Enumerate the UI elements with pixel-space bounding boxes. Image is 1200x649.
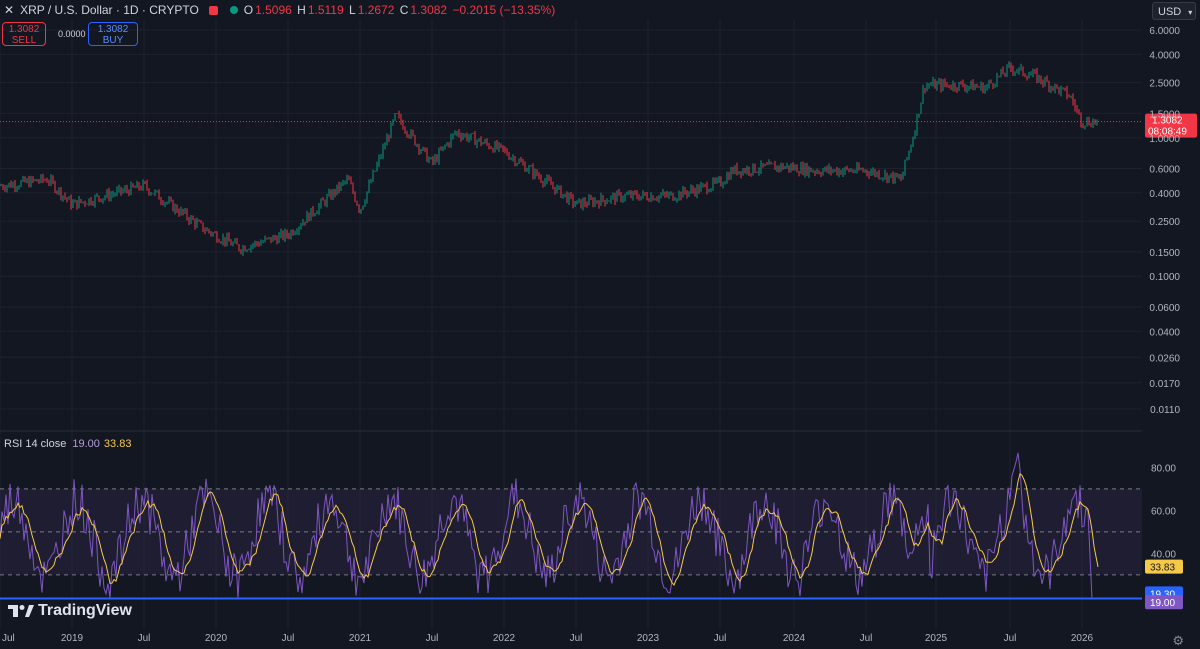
low-label: L <box>349 3 356 17</box>
time-tick-label: 2026 <box>1071 633 1094 644</box>
ohlc-values: O 1.5096 H 1.5119 L 1.2672 C 1.3082 −0.2015 … <box>244 3 557 17</box>
price-tick-label: 6.0000 <box>1149 26 1180 37</box>
time-tick-label: 2021 <box>349 633 372 644</box>
time-tick-label: Jul <box>1004 633 1017 644</box>
price-tick-label: 0.1000 <box>1149 272 1180 283</box>
gear-icon[interactable]: ⚙ <box>1172 633 1184 648</box>
flag-icon <box>208 5 218 15</box>
chevron-down-icon: ▾ <box>1188 8 1193 17</box>
price-tick-label: 1.0000 <box>1149 134 1180 145</box>
sell-button[interactable]: 1.3082 SELL <box>2 22 46 46</box>
rsi-value-label: 19.00 <box>1150 598 1175 609</box>
price-tick-label: 0.1500 <box>1149 248 1180 259</box>
time-tick-label: Jul <box>860 633 873 644</box>
time-tick-label: 2020 <box>205 633 228 644</box>
buy-label: BUY <box>102 35 124 46</box>
price-tick-label: 0.4000 <box>1149 189 1180 200</box>
rsi-value-label: 33.83 <box>1150 563 1175 574</box>
rsi-value-badge <box>1145 559 1183 574</box>
grid-lines <box>0 20 1142 628</box>
price-candles <box>0 61 1098 256</box>
high-value: 1.5119 <box>307 3 344 17</box>
time-tick-label: 2023 <box>637 633 660 644</box>
symbol-title[interactable]: XRP / U.S. Dollar · 1D · CRYPTO <box>20 3 199 17</box>
rsi-value-badge <box>1145 595 1183 610</box>
time-tick-label: Jul <box>2 633 15 644</box>
time-tick-label: 2019 <box>61 633 84 644</box>
time-tick-label: Jul <box>714 633 727 644</box>
rsi-tick-label: 60.00 <box>1151 506 1176 517</box>
buy-price: 1.3082 <box>97 24 129 35</box>
price-tick-label: 1.5000 <box>1149 109 1180 120</box>
price-tick-label: 0.2500 <box>1149 217 1180 228</box>
last-price-badge <box>1145 113 1197 138</box>
time-tick-label: Jul <box>282 633 295 644</box>
buy-button[interactable]: 1.3082 BUY <box>88 22 138 46</box>
currency-selector[interactable]: USD ▾ <box>1152 2 1196 20</box>
price-tick-label: 4.0000 <box>1149 50 1180 61</box>
rsi-ma-value: 33.83 <box>103 438 132 450</box>
rsi-label: RSI 14 close <box>4 438 67 450</box>
sell-price: 1.3082 <box>8 24 40 35</box>
time-tick-label: 2025 <box>925 633 948 644</box>
rsi-value-label: 19.30 <box>1150 589 1175 600</box>
time-tick-label: Jul <box>138 633 151 644</box>
close-value: 1.3082 <box>410 3 448 17</box>
price-tick-label: 0.0600 <box>1149 303 1180 314</box>
brand-name: TradingView <box>38 602 132 619</box>
sell-label: SELL <box>11 35 37 46</box>
change-value: −0.2015 (−13.35%) <box>452 3 556 17</box>
time-tick-label: 2024 <box>783 633 806 644</box>
price-tick-label: 0.6000 <box>1149 164 1180 175</box>
tradingview-icon <box>8 605 34 617</box>
open-value: 1.5096 <box>255 3 292 17</box>
time-tick-label: Jul <box>570 633 583 644</box>
rsi-tick-label: 80.00 <box>1151 463 1176 474</box>
spread-value: 0.0000 <box>58 29 86 39</box>
rsi-ma-line <box>0 472 1099 586</box>
market-status-icon <box>229 6 238 14</box>
symbol-header: ✕ XRP / U.S. Dollar · 1D · CRYPTO O 1.509… <box>0 0 557 20</box>
time-tick-label: Jul <box>426 633 439 644</box>
countdown-label: 08:08:49 <box>1148 127 1187 138</box>
tradingview-logo: TradingView <box>8 602 132 620</box>
price-tick-label: 0.0400 <box>1149 327 1180 338</box>
last-price-label: 1.3082 <box>1152 116 1183 127</box>
price-tick-label: 2.5000 <box>1149 79 1180 90</box>
low-value: 1.2672 <box>357 3 395 17</box>
close-icon[interactable]: ✕ <box>4 3 15 17</box>
currency-label: USD <box>1158 6 1182 18</box>
high-label: H <box>297 3 306 17</box>
open-label: O <box>243 3 254 17</box>
time-tick-label: 2022 <box>493 633 516 644</box>
price-tick-label: 0.0170 <box>1149 379 1180 390</box>
rsi-lines <box>0 452 1099 600</box>
price-tick-label: 0.0110 <box>1150 405 1180 416</box>
rsi-value: 19.00 <box>72 438 100 450</box>
price-tick-label: 0.0260 <box>1149 353 1180 364</box>
rsi-header: RSI 14 close 19.00 33.83 <box>4 438 131 450</box>
rsi-tick-label: 40.00 <box>1151 549 1176 560</box>
close-label: C <box>399 3 409 17</box>
